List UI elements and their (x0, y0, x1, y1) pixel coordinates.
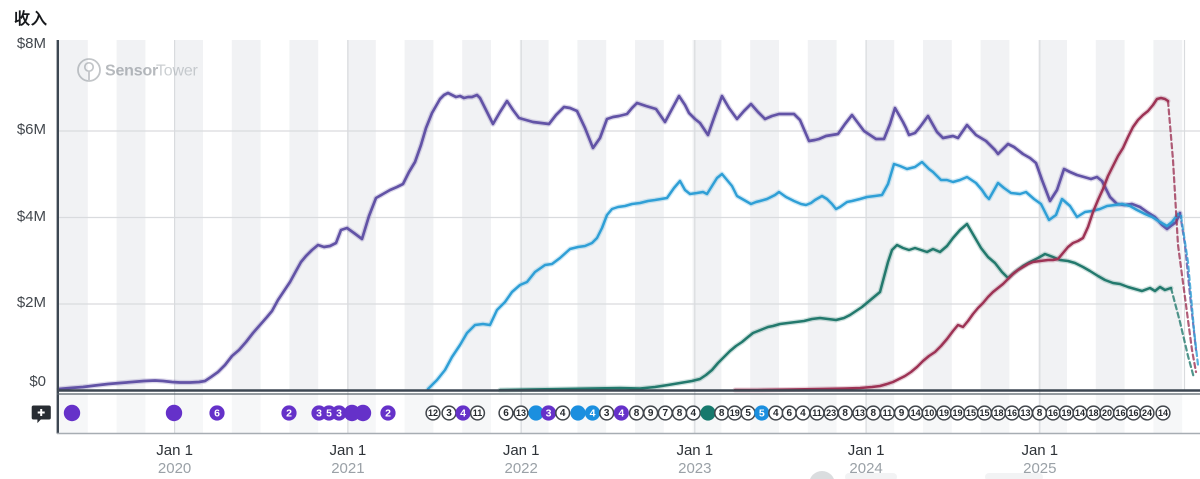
svg-text:3: 3 (446, 408, 452, 419)
svg-text:8: 8 (634, 408, 640, 419)
svg-text:9: 9 (899, 408, 905, 419)
svg-text:15: 15 (966, 408, 976, 418)
svg-text:2: 2 (286, 407, 292, 419)
svg-text:16: 16 (1115, 408, 1125, 418)
svg-text:4: 4 (590, 407, 596, 419)
svg-text:19: 19 (730, 408, 740, 418)
svg-text:11: 11 (883, 408, 893, 418)
svg-text:3: 3 (316, 407, 322, 419)
svg-text:14: 14 (911, 408, 921, 418)
svg-text:5: 5 (759, 407, 765, 419)
svg-text:24: 24 (1142, 408, 1152, 418)
svg-text:19: 19 (952, 408, 962, 418)
svg-text:14: 14 (1158, 408, 1168, 418)
svg-text:8: 8 (677, 408, 683, 419)
svg-text:12: 12 (428, 408, 438, 418)
svg-text:13: 13 (1020, 408, 1030, 418)
svg-text:6: 6 (503, 408, 509, 419)
svg-text:3: 3 (604, 408, 610, 419)
svg-text:8: 8 (719, 408, 725, 419)
svg-text:8: 8 (842, 408, 848, 419)
svg-text:4: 4 (691, 408, 697, 419)
svg-text:7: 7 (663, 408, 669, 419)
svg-text:16: 16 (1048, 408, 1058, 418)
svg-text:2: 2 (385, 407, 391, 419)
svg-text:11: 11 (812, 408, 822, 418)
svg-text:8: 8 (1037, 408, 1043, 419)
svg-text:16: 16 (1128, 408, 1138, 418)
svg-text:Sensor: Sensor (105, 63, 158, 80)
svg-text:6: 6 (787, 408, 793, 419)
svg-text:4: 4 (800, 408, 806, 419)
svg-text:20: 20 (1102, 408, 1112, 418)
svg-text:3: 3 (336, 407, 342, 419)
svg-text:13: 13 (855, 408, 865, 418)
svg-text:11: 11 (473, 408, 483, 418)
svg-text:Tower: Tower (156, 63, 199, 80)
svg-text:5: 5 (745, 408, 751, 419)
svg-text:15: 15 (979, 408, 989, 418)
svg-text:19: 19 (1061, 408, 1071, 418)
svg-text:4: 4 (460, 407, 466, 419)
svg-text:14: 14 (1075, 408, 1085, 418)
svg-text:5: 5 (326, 407, 332, 419)
svg-text:23: 23 (826, 408, 836, 418)
svg-text:3: 3 (546, 407, 552, 419)
svg-text:13: 13 (516, 408, 526, 418)
svg-text:10: 10 (924, 408, 934, 418)
svg-text:19: 19 (939, 408, 949, 418)
svg-text:6: 6 (214, 407, 220, 419)
svg-text:9: 9 (648, 408, 654, 419)
svg-text:16: 16 (1007, 408, 1017, 418)
svg-text:8: 8 (871, 408, 877, 419)
svg-text:18: 18 (1088, 408, 1098, 418)
svg-text:4: 4 (618, 407, 624, 419)
svg-text:18: 18 (993, 408, 1003, 418)
svg-text:4: 4 (560, 408, 566, 419)
svg-text:4: 4 (773, 408, 779, 419)
